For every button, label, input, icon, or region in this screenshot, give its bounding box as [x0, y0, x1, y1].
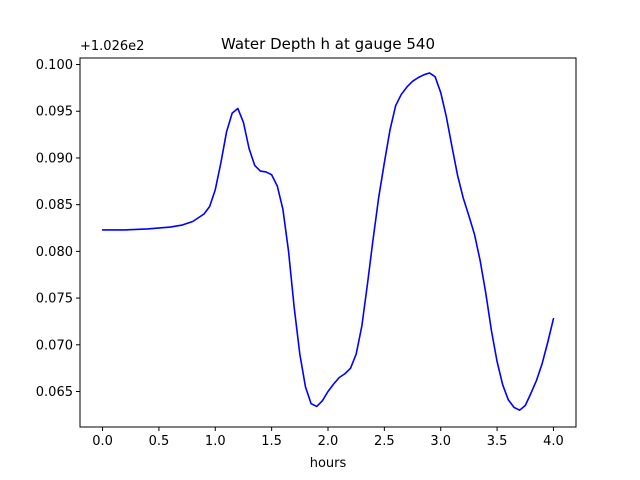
series-line-0 — [101, 72, 555, 411]
x-tick-label: 3.0 — [430, 434, 451, 449]
x-tick-label: 0.5 — [149, 434, 170, 449]
y-tick-label: 0.075 — [36, 292, 73, 307]
x-tick-label: 1.0 — [205, 434, 226, 449]
x-tick-label: 4.0 — [543, 434, 564, 449]
y-tick-label: 0.100 — [36, 58, 73, 73]
x-tick-label: 3.5 — [487, 434, 508, 449]
x-tick-label: 1.5 — [261, 434, 282, 449]
y-tick-label: 0.070 — [36, 338, 73, 353]
y-tick-label: 0.090 — [36, 151, 73, 166]
y-tick-label: 0.065 — [36, 385, 73, 400]
x-tick-label: 2.0 — [318, 434, 339, 449]
y-offset-label: +1.026e2 — [80, 39, 144, 54]
y-tick-label: 0.095 — [36, 105, 73, 120]
chart-title: Water Depth h at gauge 540 — [221, 35, 435, 53]
y-tick-label: 0.085 — [36, 198, 73, 213]
y-tick-label: 0.080 — [36, 245, 73, 260]
x-tick-label: 0.0 — [92, 434, 113, 449]
x-tick-label: 2.5 — [374, 434, 395, 449]
x-axis-label: hours — [310, 456, 347, 471]
